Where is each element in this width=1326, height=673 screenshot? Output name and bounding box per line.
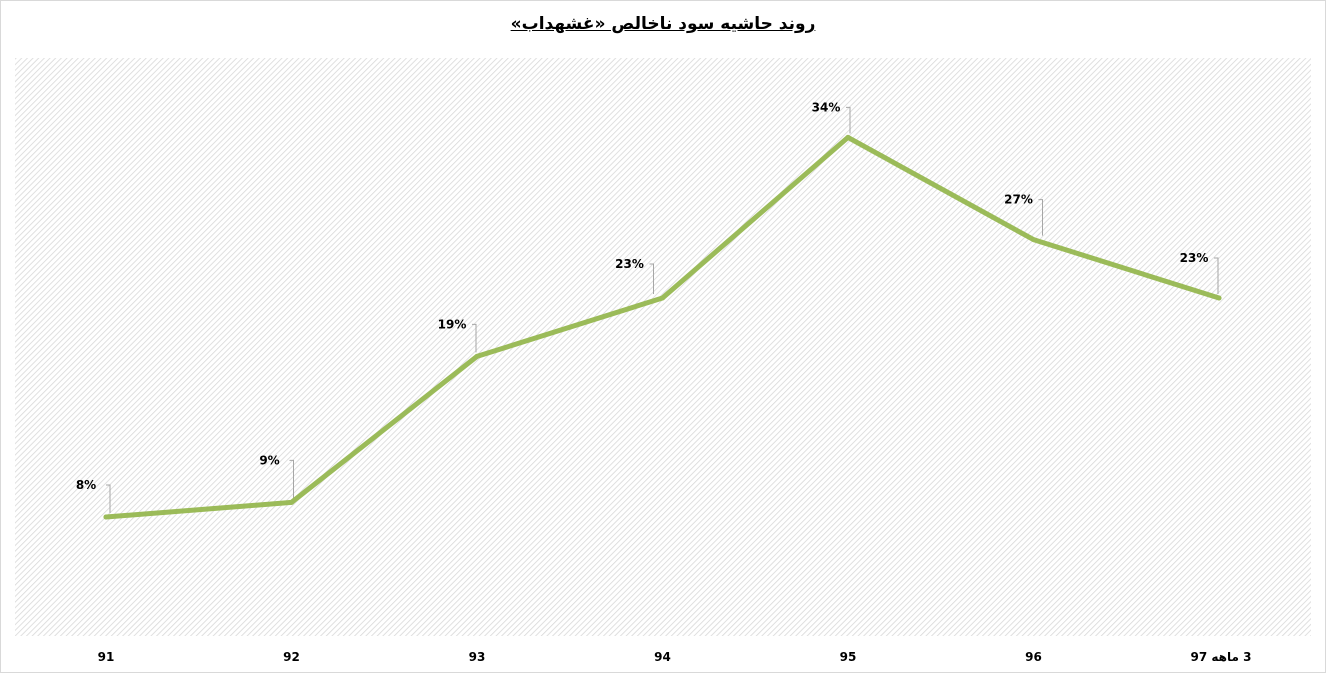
leader-line (1038, 199, 1043, 236)
data-label: 23% (1180, 251, 1209, 265)
x-tick-label: 95 (840, 650, 857, 664)
plot-area (15, 58, 1311, 636)
data-point-93 (474, 353, 480, 359)
data-point-3-ماهه-97 (1216, 295, 1222, 301)
data-label: 19% (438, 317, 467, 331)
x-tick-label: 91 (98, 650, 115, 664)
data-point-95 (845, 134, 851, 140)
data-point-94 (660, 295, 665, 301)
x-tick-label: 93 (469, 650, 486, 664)
x-tick-label: 96 (1025, 650, 1042, 664)
data-label: 9% (259, 453, 279, 467)
leader-line (289, 459, 294, 499)
leader-line (1214, 257, 1219, 294)
leader-line (649, 263, 654, 294)
chart-title: روند حاشیه سود ناخالص «غشهداب» (510, 14, 816, 34)
leader-line (106, 484, 111, 513)
x-tick-label: 3 ماهه 97 (1191, 650, 1252, 664)
data-label: 27% (1004, 193, 1033, 207)
leader-line (846, 106, 851, 134)
leader-line (472, 323, 477, 353)
x-tick-label: 92 (283, 650, 300, 664)
data-label: 8% (76, 478, 96, 492)
data-point-96 (1031, 237, 1036, 243)
data-label: 34% (812, 100, 841, 114)
x-tick-label: 94 (654, 650, 671, 664)
data-point-92 (289, 499, 294, 505)
data-label: 23% (615, 257, 644, 271)
data-point-91 (103, 514, 109, 520)
